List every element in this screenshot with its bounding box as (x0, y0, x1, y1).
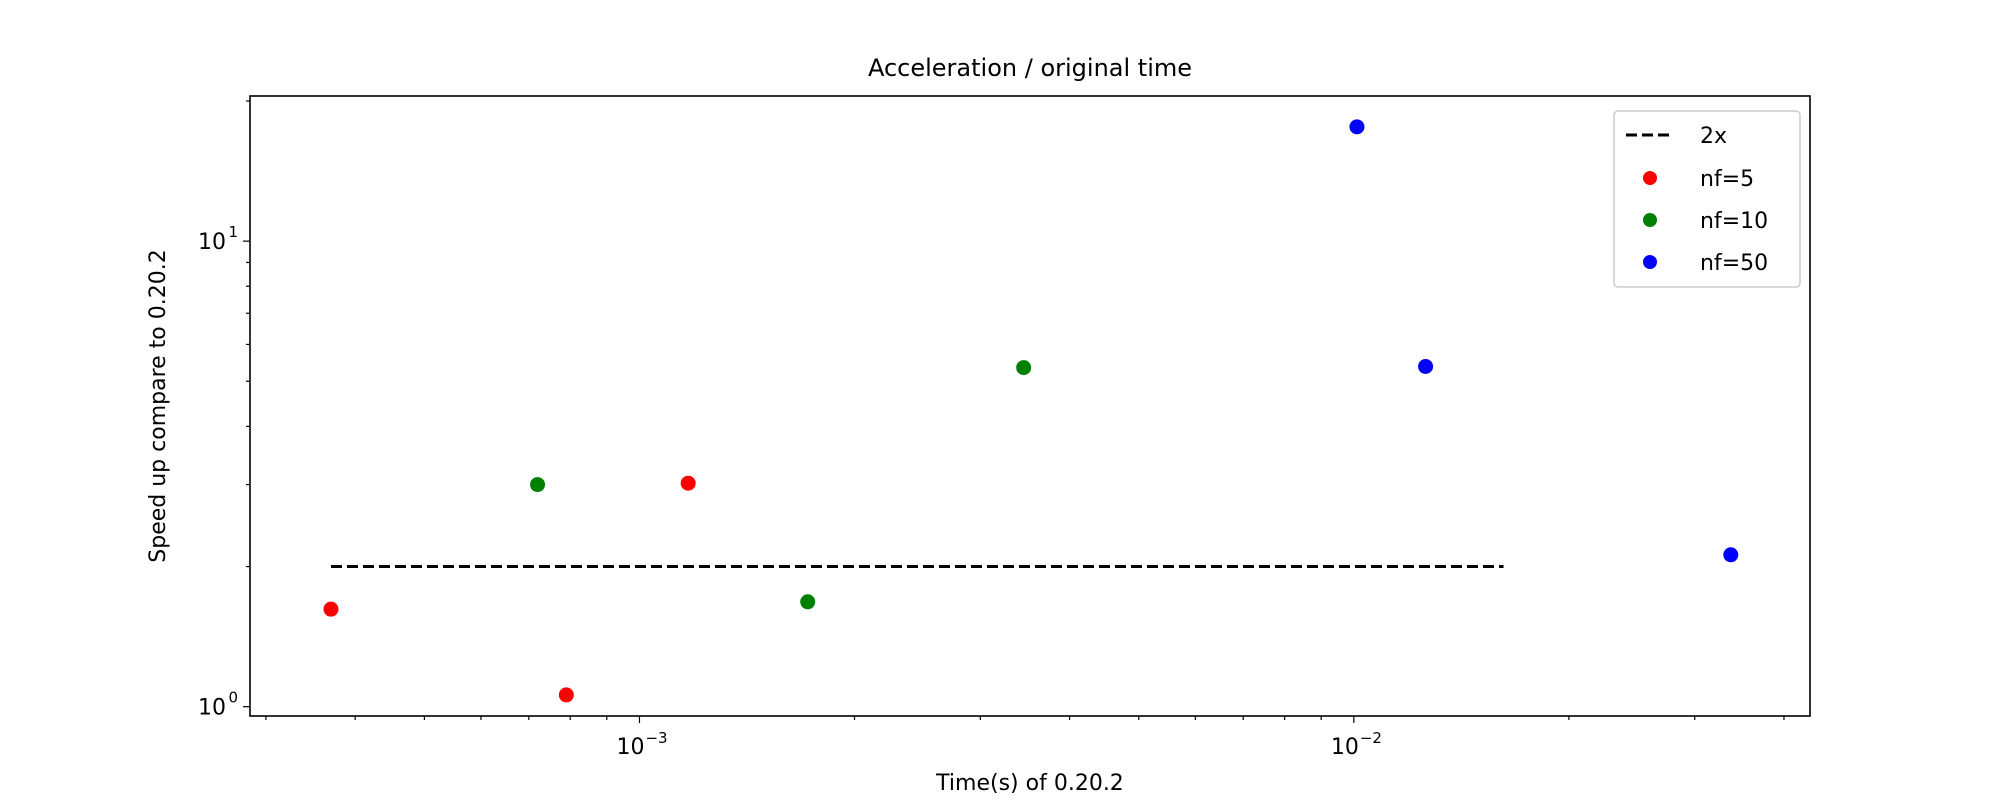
x-tick-label: 10 (1331, 735, 1359, 760)
legend-label-nf5: nf=5 (1700, 167, 1754, 192)
legend-label-2x: 2x (1700, 124, 1727, 149)
x-axis: 10 −3 10 −2 (265, 716, 1785, 760)
point-nf5-1 (558, 687, 574, 703)
x-tick-label-exponent: −2 (1360, 729, 1382, 747)
point-nf10-0 (530, 477, 546, 493)
y-tick-label: 10 (198, 230, 226, 255)
point-nf5-0 (323, 601, 339, 617)
y-tick-label-exponent: 1 (228, 223, 238, 241)
point-nf10-2 (1016, 360, 1032, 376)
point-nf50-1 (1418, 358, 1434, 374)
point-nf10-1 (800, 594, 816, 610)
x-axis-label: Time(s) of 0.20.2 (935, 771, 1124, 796)
plot-area (323, 119, 1739, 703)
legend: 2x nf=5 nf=10 nf=50 (1613, 110, 1801, 288)
axes-frame (249, 95, 1811, 717)
legend-box (1613, 110, 1801, 288)
legend-label-nf50: nf=50 (1700, 251, 1768, 276)
point-nf5-2 (680, 475, 696, 491)
y-axis-label: Speed up compare to 0.20.2 (146, 249, 171, 562)
point-nf50-2 (1723, 547, 1739, 563)
point-nf50-0 (1349, 119, 1365, 135)
x-tick-label-exponent: −3 (645, 729, 667, 747)
y-tick-label: 10 (198, 696, 226, 721)
chart-title: Acceleration / original time (868, 54, 1192, 82)
x-tick-label: 10 (616, 735, 644, 760)
legend-swatch-nf5 (1643, 171, 1657, 185)
y-tick-label-exponent: 0 (228, 689, 238, 707)
legend-label-nf10: nf=10 (1700, 209, 1768, 234)
legend-swatch-nf10 (1643, 213, 1657, 227)
legend-swatch-nf50 (1643, 255, 1657, 269)
